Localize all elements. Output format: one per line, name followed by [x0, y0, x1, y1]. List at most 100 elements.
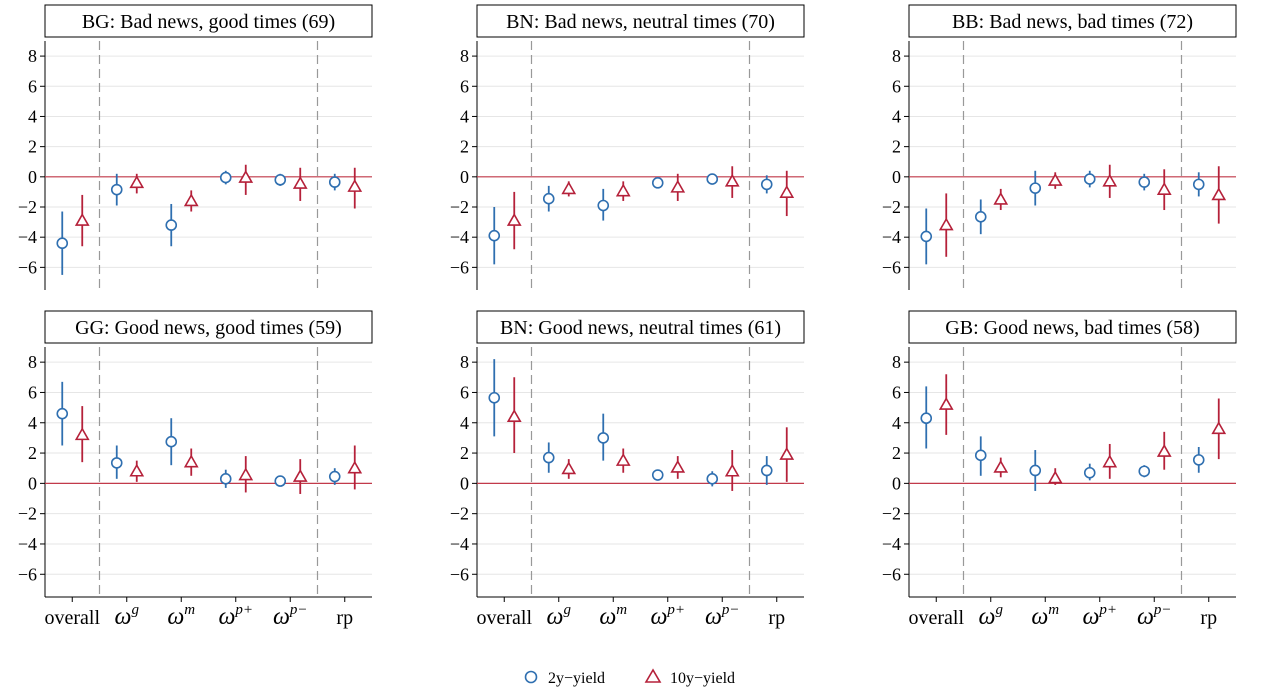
panel-title: BN: Bad news, neutral times (70) [506, 11, 775, 33]
panel-2: BN: Bad news, neutral times (70) −6 −4 −2 0 2… [450, 4, 805, 290]
point-2y [920, 412, 933, 425]
point-10y [670, 179, 686, 193]
point-10y [670, 459, 686, 473]
y-tick-label: −6 [450, 564, 469, 584]
legend-label-10y: 10y−yield [670, 670, 735, 687]
y-tick-label: 2 [460, 137, 469, 157]
y-tick-label: −6 [450, 257, 469, 277]
point-2y [706, 173, 719, 185]
x-tick-base: ω [650, 604, 667, 630]
point-2y [488, 391, 501, 404]
point-2y [1192, 454, 1205, 466]
y-tick-label: −6 [18, 257, 37, 277]
x-tick-superscript: p− [1153, 602, 1172, 618]
x-tick-base: overall [44, 607, 100, 629]
point-10y [183, 454, 199, 468]
panel-title-box [908, 4, 1237, 38]
point-2y [760, 464, 773, 477]
y-tick-label: 2 [892, 137, 901, 157]
point-2y [1029, 182, 1042, 194]
y-tick-label: 8 [460, 352, 469, 372]
point-10y [993, 191, 1009, 205]
x-tick-label: ωp+ [1082, 602, 1117, 630]
point-10y [615, 183, 631, 197]
point-10y [724, 463, 740, 477]
y-tick-label: −4 [18, 534, 37, 554]
y-tick-label: 6 [460, 76, 469, 96]
x-tick-label: rp [1200, 607, 1217, 629]
point-10y [561, 461, 577, 475]
x-tick-superscript: p+ [666, 602, 685, 618]
x-tick-label: overall [476, 607, 532, 629]
point-10y [238, 169, 254, 183]
legend: 2y−yield 10y−yield [524, 668, 735, 687]
panel-1: BG: Bad news, good times (69) −6 −4 −2 0 2 4 6 8 [18, 4, 373, 290]
x-tick-base: ω [167, 604, 184, 630]
y-tick-label: 4 [892, 413, 901, 433]
panel-title-box [908, 310, 1237, 344]
y-tick-label: 8 [460, 46, 469, 66]
point-2y [760, 178, 773, 191]
point-2y [542, 192, 555, 205]
x-tick-superscript: m [616, 602, 627, 618]
panel-title-box [44, 4, 373, 38]
x-tick-label: ωp− [705, 602, 740, 630]
x-tick-label: ωg [115, 602, 140, 630]
point-2y [328, 470, 341, 483]
point-10y [506, 409, 522, 422]
point-10y [506, 212, 522, 226]
x-tick-base: overall [908, 607, 964, 629]
point-2y [651, 177, 664, 189]
x-tick-label: overall [908, 607, 964, 629]
point-2y [597, 199, 610, 212]
point-2y [1083, 173, 1096, 185]
point-10y [1156, 443, 1172, 457]
x-tick-base: rp [768, 607, 785, 629]
y-tick-label: 4 [460, 413, 469, 433]
point-2y [974, 449, 987, 462]
y-tick-label: 0 [892, 473, 901, 493]
panel-4: GG: Good news, good times (59) −6 −4 −2 0 2 4 6… [18, 310, 373, 630]
point-2y [219, 473, 232, 485]
x-tick-superscript: g [995, 602, 1003, 618]
point-10y [129, 175, 145, 189]
x-tick-superscript: m [1048, 602, 1059, 618]
x-tick-base: ω [979, 604, 996, 630]
point-2y [1029, 464, 1042, 477]
x-tick-superscript: p− [289, 602, 308, 618]
x-tick-superscript: g [131, 602, 139, 618]
x-tick-label: ωg [547, 602, 572, 630]
panel-title: BN: Good news, neutral times (61) [500, 317, 781, 339]
y-tick-label: 0 [460, 167, 469, 187]
point-10y [1102, 454, 1118, 468]
panel-title: GB: Good news, bad times (58) [945, 317, 1199, 339]
y-tick-label: 4 [892, 106, 901, 126]
point-2y [274, 475, 287, 487]
point-2y [165, 435, 178, 448]
point-2y [974, 211, 987, 223]
point-10y [779, 185, 795, 198]
x-tick-label: ωp− [273, 602, 308, 630]
y-tick-label: −4 [450, 227, 469, 247]
x-tick-base: ω [115, 604, 132, 630]
x-tick-base: ω [273, 604, 290, 630]
y-tick-label: 8 [28, 352, 37, 372]
x-tick-label: ωp− [1137, 602, 1172, 630]
panel-title: BB: Bad news, bad times (72) [952, 11, 1193, 33]
point-10y [292, 175, 308, 189]
y-tick-label: 6 [28, 382, 37, 402]
panel-title: GG: Good news, good times (59) [75, 317, 342, 339]
point-10y [1102, 173, 1118, 187]
y-tick-label: 4 [460, 106, 469, 126]
y-tick-label: −6 [882, 257, 901, 277]
legend-marker-2y [524, 670, 538, 684]
point-2y [920, 230, 933, 243]
point-2y [488, 229, 501, 242]
point-2y [219, 171, 232, 184]
x-tick-base: rp [336, 607, 353, 629]
y-tick-label: 0 [460, 473, 469, 493]
panel-title: BG: Bad news, good times (69) [82, 11, 335, 33]
point-2y [1192, 178, 1205, 191]
y-tick-label: −2 [18, 197, 37, 217]
